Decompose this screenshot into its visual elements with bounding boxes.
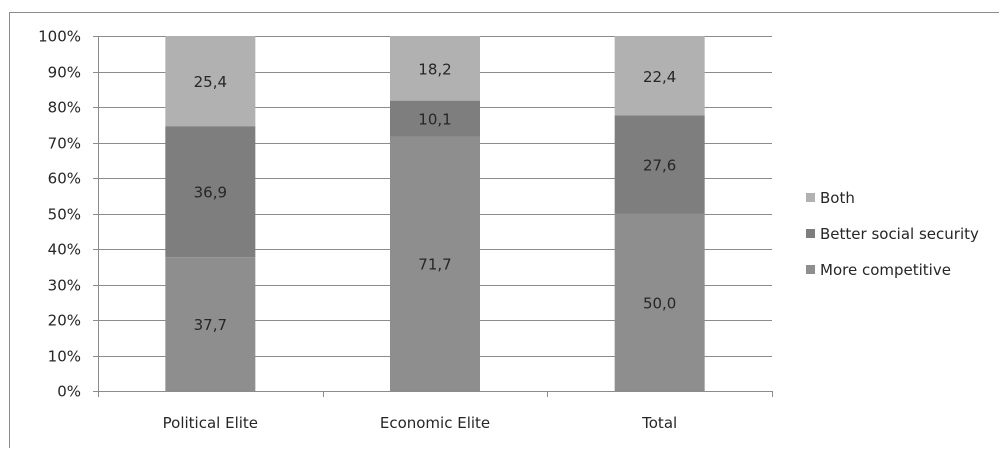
legend: Both Better social security More competiti… <box>806 189 979 279</box>
legend-swatch <box>806 229 815 238</box>
legend-label: Better social security <box>820 225 979 243</box>
data-label: 25,4 <box>194 73 227 91</box>
data-label: 10,1 <box>418 111 451 129</box>
x-tick-label: Total <box>641 414 677 432</box>
y-tick-label: 60% <box>48 170 81 188</box>
y-tick-label: 0% <box>57 383 81 401</box>
data-label: 37,7 <box>194 316 227 334</box>
y-tick-label: 100% <box>38 28 81 46</box>
data-label: 18,2 <box>418 60 451 78</box>
data-label: 36,9 <box>194 184 227 202</box>
bar-segment <box>390 36 480 101</box>
y-tick-label: 40% <box>48 241 81 259</box>
y-tick-label: 90% <box>48 64 81 82</box>
x-tick-label: Economic Elite <box>380 414 490 432</box>
y-tick-label: 10% <box>48 348 81 366</box>
data-label: 50,0 <box>643 294 676 312</box>
legend-label: Both <box>820 189 855 207</box>
y-tick-label: 80% <box>48 99 81 117</box>
bar-segment <box>614 115 705 214</box>
y-tick-label: 50% <box>48 206 81 224</box>
bar-segment <box>614 213 705 391</box>
bar-segment <box>165 126 256 258</box>
legend-swatch <box>806 193 815 202</box>
y-tick-label: 70% <box>48 135 81 153</box>
legend-swatch <box>806 265 815 274</box>
bar-segment <box>165 257 256 391</box>
y-tick-label: 30% <box>48 277 81 295</box>
chart-frame <box>9 12 999 448</box>
bars: 37,7 36,9 25,4 71,7 10,1 18,2 50,0 27,6 22,4 <box>165 36 705 391</box>
bar-segment <box>390 136 480 391</box>
bar-segment <box>165 36 256 127</box>
x-tick-label: Political Elite <box>163 414 258 432</box>
data-label: 71,7 <box>418 256 451 274</box>
bar-segment <box>614 36 705 116</box>
legend-label: More competitive <box>820 261 951 279</box>
axes: 0% 10% 20% 30% 40% 50% 60% 70% 80% 90% 100% Politic… <box>38 28 773 432</box>
data-label: 22,4 <box>643 68 676 86</box>
y-tick-label: 20% <box>48 312 81 330</box>
bar-segment <box>390 100 480 137</box>
data-label: 27,6 <box>643 157 676 175</box>
